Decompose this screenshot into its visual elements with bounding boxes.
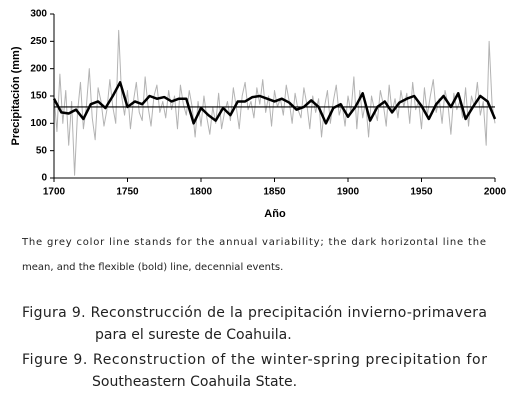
y-tick-label: 50	[36, 145, 48, 156]
x-tick-label: 1800	[190, 187, 213, 198]
data-line	[53, 29, 496, 176]
y-tick-label: 250	[30, 36, 47, 47]
x-axis-title: Año	[264, 208, 286, 220]
y-tick-label: 100	[30, 118, 47, 129]
caption-en: Southeastern Coahuila State.	[92, 374, 297, 390]
y-tick-label: 150	[30, 91, 47, 102]
x-tick-label: 1850	[263, 187, 286, 198]
y-axis-title: Precipitación (mm)	[10, 46, 22, 145]
x-tick-label: 1700	[43, 187, 66, 198]
x-tick-label: 2000	[484, 187, 507, 198]
x-tick-label: 1900	[337, 187, 360, 198]
x-tick-label: 1750	[116, 187, 139, 198]
y-tick-label: 300	[30, 9, 47, 20]
y-tick-label: 200	[30, 63, 47, 74]
caption-note: mean, and the flexible (bold) line, dece…	[22, 262, 283, 273]
caption-note: The grey color line stands for the annua…	[21, 237, 486, 248]
caption-es: para el sureste de Coahuila.	[95, 327, 292, 343]
x-tick-label: 1950	[410, 187, 433, 198]
y-tick-label: 0	[41, 173, 47, 184]
caption-en: Figure 9. Reconstruction of the winter-s…	[22, 352, 487, 368]
caption-es: Figura 9. Reconstrucción de la precipita…	[22, 305, 487, 321]
